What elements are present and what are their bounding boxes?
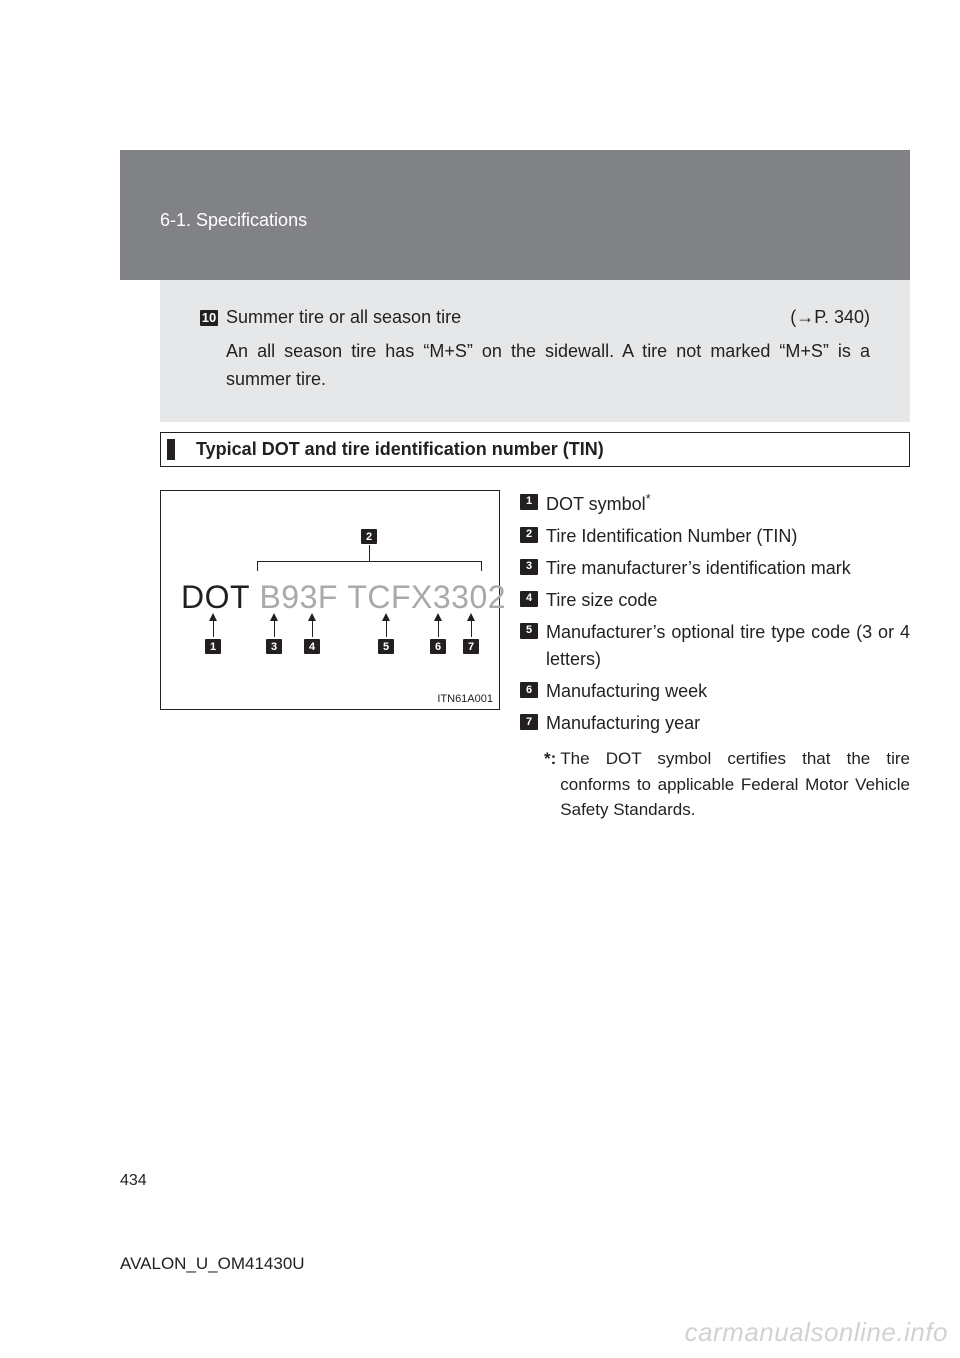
dot-symbol-text: DOT (181, 579, 250, 615)
def-badge-5: 5 (520, 623, 538, 639)
def-item-6: 6 Manufacturing week (520, 678, 910, 706)
arrow-3 (274, 619, 275, 637)
def-item-5: 5 Manufacturer’s optional tire type code… (520, 619, 910, 675)
arrow-1 (213, 619, 214, 637)
bracket-stem (369, 545, 370, 561)
footnote-text: The DOT symbol certifies that the tire c… (560, 746, 910, 823)
figure-badge-1: 1 (205, 639, 221, 654)
definition-list: 1 DOT symbol* 2 Tire Identification Numb… (520, 490, 910, 823)
def-badge-4: 4 (520, 591, 538, 607)
def-item-7: 7 Manufacturing year (520, 710, 910, 738)
def-text-3: Tire manufacturer’s identifica­tion mark (546, 555, 910, 583)
section-title: Typical DOT and tire identification numb… (182, 432, 910, 467)
badge-10: 10 (200, 310, 218, 326)
footnote: *: The DOT symbol certifies that the tir… (520, 746, 910, 823)
arrow-7 (471, 619, 472, 637)
def-text-6: Manufacturing week (546, 678, 910, 706)
section-heading: 6-1. Specifications (160, 210, 307, 230)
tin-figure: 2 DOT B93F TCFX3302 1 3 4 5 6 7 ITN61A00… (160, 490, 500, 710)
def-item-4: 4 Tire size code (520, 587, 910, 615)
arrow-6 (438, 619, 439, 637)
def-text-2: Tire Identification Number (TIN) (546, 523, 910, 551)
page: 6-1. Specifications 10 Summer tire or al… (0, 0, 960, 1358)
figure-badge-2: 2 (361, 529, 377, 544)
rest-code-text: TCFX3302 (347, 579, 506, 615)
def-item-2: 2 Tire Identification Number (TIN) (520, 523, 910, 551)
def-badge-2: 2 (520, 527, 538, 543)
def-text-4: Tire size code (546, 587, 910, 615)
summer-tire-note: An all season tire has “M+S” on the side… (200, 338, 870, 394)
mfr-code-text: B93F (259, 579, 337, 615)
def-item-1: 1 DOT symbol* (520, 490, 910, 519)
footnote-mark: *: (544, 746, 556, 823)
figure-code: ITN61A001 (437, 693, 493, 705)
figure-badge-5: 5 (378, 639, 394, 654)
watermark: carmanualsonline.info (685, 1317, 948, 1348)
def-text-7: Manufacturing year (546, 710, 910, 738)
summer-tire-box: 10 Summer tire or all season tire (→P. 3… (160, 280, 910, 422)
summer-tire-row: 10 Summer tire or all season tire (→P. 3… (200, 304, 870, 332)
asterisk-icon: * (646, 492, 651, 506)
figure-badge-3: 3 (266, 639, 282, 654)
content-row: 2 DOT B93F TCFX3302 1 3 4 5 6 7 ITN61A00… (160, 490, 910, 823)
section-tab-icon (160, 432, 182, 467)
section-title-row: Typical DOT and tire identification numb… (160, 432, 910, 467)
summer-tire-title: Summer tire or all season tire (226, 304, 461, 332)
def-text-1: DOT symbol* (546, 490, 910, 519)
page-number: 434 (120, 1172, 147, 1190)
page-ref: (→P. 340) (790, 304, 870, 332)
def-badge-6: 6 (520, 682, 538, 698)
arrow-4 (312, 619, 313, 637)
header-band: 6-1. Specifications (120, 150, 910, 280)
def-item-3: 3 Tire manufacturer’s identifica­tion ma… (520, 555, 910, 583)
def-badge-1: 1 (520, 494, 538, 510)
def-badge-3: 3 (520, 559, 538, 575)
arrow-5 (386, 619, 387, 637)
figure-badge-6: 6 (430, 639, 446, 654)
figure-badge-4: 4 (304, 639, 320, 654)
figure-badge-7: 7 (463, 639, 479, 654)
doc-id: AVALON_U_OM41430U (120, 1254, 305, 1274)
def-badge-7: 7 (520, 714, 538, 730)
dot-marking: DOT B93F TCFX3302 (181, 579, 506, 616)
def-text-5: Manufacturer’s optional tire type code (… (546, 619, 910, 675)
